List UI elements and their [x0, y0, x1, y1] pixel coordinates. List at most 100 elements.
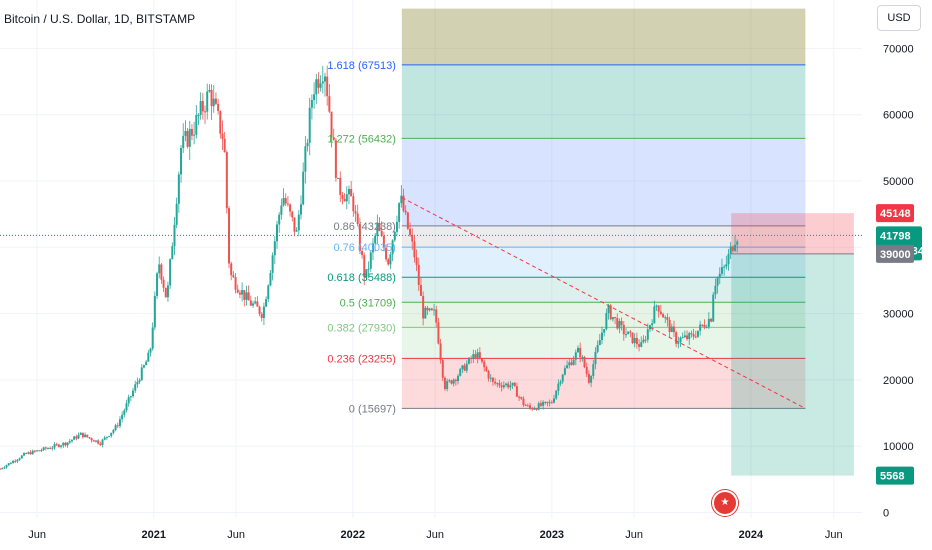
candle-body [409, 228, 412, 236]
candle-body [350, 188, 353, 197]
fib-zone [401, 302, 806, 328]
candle-body [400, 195, 403, 204]
candle-body [210, 89, 213, 107]
candle-body [234, 277, 237, 290]
candle-body [127, 397, 130, 404]
us-flag-icon[interactable]: ★ [712, 490, 738, 516]
candle-body [574, 352, 577, 360]
candle-body [193, 134, 196, 136]
candle-body [566, 365, 569, 369]
candle-body [31, 450, 34, 455]
candle-body [60, 445, 63, 447]
candle-body [116, 425, 119, 427]
currency-button[interactable]: USD [877, 5, 921, 31]
candle-body [422, 295, 425, 319]
candle-body [546, 401, 549, 403]
candle-body [260, 313, 263, 318]
candle-body [334, 140, 337, 178]
take-profit-zone[interactable] [731, 253, 854, 476]
candle-body [289, 204, 292, 212]
candle-body [86, 434, 89, 438]
candle-body [376, 223, 379, 237]
candle-body [68, 441, 71, 443]
time-axis[interactable]: Jun 2021 Jun 2022 Jun 2023 Jun 2024 Jun [28, 529, 842, 541]
candle-body [393, 231, 396, 241]
candle-body [271, 255, 274, 273]
candle-body [228, 208, 231, 264]
candle-body [633, 337, 636, 344]
candle-body [583, 357, 586, 367]
candle-body [555, 390, 558, 399]
candle-body [304, 146, 307, 172]
candle-body [509, 385, 512, 388]
candle-body [483, 361, 486, 368]
candle-body [662, 314, 665, 318]
candle-body [225, 152, 228, 209]
price-axis[interactable]: 700006000050000400003000020000100000 [883, 43, 914, 519]
stop-price-tag [876, 204, 914, 223]
candle-body [600, 332, 603, 341]
candle-body [590, 376, 593, 383]
fib-zone [401, 138, 806, 226]
fib-level-label: 0 (15697) [349, 403, 396, 415]
candle-body [585, 366, 588, 374]
chart-grid [0, 0, 862, 518]
candle-body [243, 290, 246, 300]
candle-body [138, 380, 141, 382]
candle-body [437, 322, 440, 344]
candle-body [411, 235, 414, 242]
candle-body [337, 177, 340, 179]
candle-body [36, 450, 39, 452]
candle-body [75, 436, 78, 439]
candle-body [88, 437, 91, 439]
candle-body [363, 255, 366, 278]
candle-body [40, 450, 43, 452]
price-tick-label: 20000 [883, 375, 914, 387]
candle-body [553, 398, 556, 403]
candle-body [347, 188, 350, 195]
time-tick-label: 2021 [142, 529, 166, 541]
fib-level-label: 0.236 (23255) [327, 353, 396, 365]
price-tick-label: 0 [883, 508, 889, 520]
time-axis-background [0, 518, 862, 550]
candle-body [537, 403, 540, 410]
fib-zone [401, 247, 806, 278]
price-axis-tags: 451484179804:47:34390005568 [876, 204, 925, 485]
candle-body [55, 444, 58, 446]
candle-body [326, 76, 329, 97]
fib-retracement-zones[interactable] [401, 8, 806, 409]
trend-line[interactable] [401, 197, 806, 409]
candle-body [241, 290, 244, 295]
descending-trend-line[interactable] [401, 197, 806, 409]
candle-body [84, 434, 87, 438]
candle-body [208, 89, 211, 92]
candle-body [7, 463, 10, 466]
time-tick-label: Jun [28, 529, 46, 541]
candle-body [457, 375, 460, 382]
candle-body [265, 299, 268, 307]
candle-body [622, 324, 625, 335]
candle-body [703, 325, 706, 328]
candle-body [79, 432, 82, 435]
time-tick-label: Jun [426, 529, 444, 541]
fib-level-label: 0.5 (31709) [340, 297, 396, 309]
stop-loss-zone[interactable] [731, 213, 854, 254]
candle-body [345, 194, 348, 202]
candle-body [404, 210, 407, 213]
candle-body [284, 198, 287, 204]
candle-body [313, 94, 316, 101]
candle-body [522, 398, 525, 405]
candle-body [12, 460, 15, 464]
candle-body [548, 402, 551, 404]
candle-body [443, 377, 446, 389]
fib-level-label: 0.76 (40035) [333, 242, 395, 254]
candle-body [653, 306, 656, 324]
entry-price-value: 39000 [880, 249, 911, 261]
candle-body [197, 114, 200, 116]
candle-body [675, 332, 678, 344]
candle-body [454, 379, 457, 382]
candle-body [627, 331, 630, 335]
short-position-tool[interactable] [731, 213, 854, 476]
candle-body [0, 468, 1, 470]
